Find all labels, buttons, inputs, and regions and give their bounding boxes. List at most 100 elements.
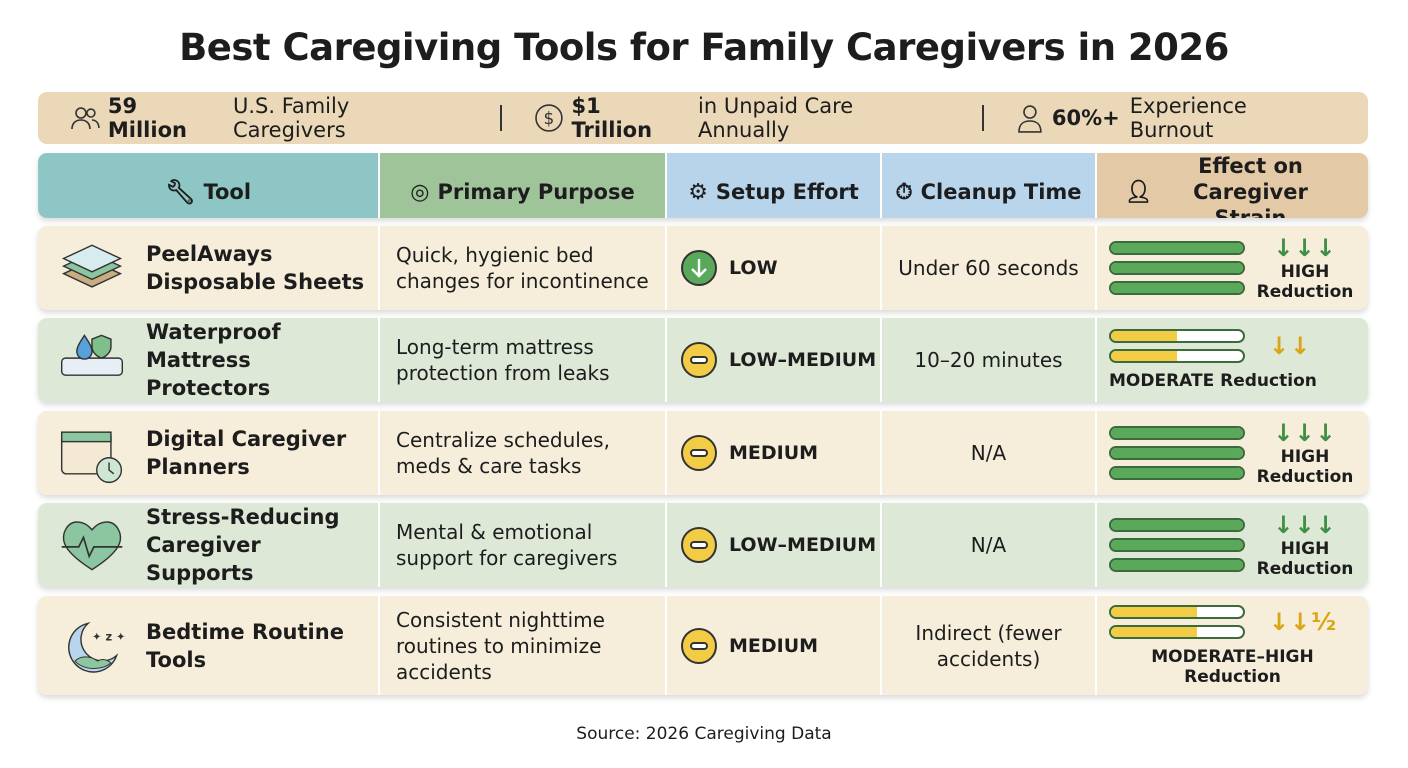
separator	[499, 105, 502, 131]
tool-name: Digital Caregiver Planners	[146, 427, 347, 479]
stat-value: $1 Trillion	[571, 94, 653, 142]
setup-level: MEDIUM	[729, 442, 819, 464]
strain-bar-fill	[1111, 283, 1243, 293]
setup-level: LOW	[729, 257, 778, 279]
table-row: Waterproof Mattress Protectors Long-term …	[38, 318, 1368, 402]
stat: $ $1 Trillion in Unpaid Care Annually	[502, 94, 982, 142]
strain-side: ↓↓↓ HIGH Reduction	[1255, 419, 1355, 487]
effort-badge	[681, 435, 717, 471]
stat-text: U.S. Family Caregivers	[232, 94, 350, 142]
strain-wrap: ↓↓↓ HIGH Reduction	[1109, 419, 1355, 487]
strain-arrows: ↓↓	[1269, 332, 1312, 360]
strain-bar	[1109, 241, 1245, 255]
header-text: Tool	[203, 180, 252, 204]
tool-icon	[60, 334, 124, 376]
tool-name: Bedtime Routine Tools	[146, 619, 344, 672]
strain-bar	[1109, 604, 1245, 619]
purpose-cell: Mental & emotional support for caregiver…	[380, 503, 667, 587]
person-icon	[1018, 105, 1042, 133]
strain-bars	[1109, 241, 1245, 295]
strain-arrows: ↓↓½	[1269, 607, 1338, 636]
header-text: Setup Effort	[715, 180, 859, 204]
strain-bar-fill	[1111, 243, 1243, 253]
tool-icon	[60, 431, 123, 484]
tool-name: PeelAways Disposable Sheets	[146, 242, 365, 294]
strain-bar	[1109, 426, 1245, 440]
header-cell: ⚙︎ Setup Effort	[667, 153, 882, 218]
strain-top: ↓↓↓ HIGH Reduction	[1109, 419, 1355, 487]
cleanup-cell: N/A	[882, 503, 1097, 587]
effort-badge	[681, 627, 717, 664]
setup-cell: LOW–MEDIUM	[667, 503, 882, 587]
table-row: Stress-Reducing Caregiver Supports Mental…	[38, 503, 1368, 587]
table-row: Digital Caregiver Planners Centralize sch…	[38, 411, 1368, 495]
strain-bar	[1109, 349, 1245, 363]
table-row: PeelAways Disposable Sheets Quick, hygien…	[38, 226, 1368, 310]
header-cell: 👤︎ Effect on Caregiver Strain	[1097, 153, 1368, 218]
purpose-cell: Quick, hygienic bed changes for incontin…	[380, 226, 667, 310]
strain-bar-fill	[1111, 520, 1243, 530]
cleanup-cell: Under 60 seconds	[882, 226, 1097, 310]
strain-bar-fill	[1111, 468, 1243, 478]
strain-wrap: ↓↓↓ HIGH Reduction	[1109, 234, 1355, 302]
header-text: Effect on Caregiver Strain	[1193, 154, 1308, 218]
strain-side: ↓↓↓ HIGH Reduction	[1255, 511, 1355, 579]
stat: 59 Million U.S. Family Caregivers	[38, 94, 500, 142]
setup-cell: LOW	[667, 226, 882, 310]
header-cell: ⏱︎ Cleanup Time	[882, 153, 1097, 218]
stats-bar: 59 Million U.S. Family Caregivers $ $1 Tri…	[38, 92, 1368, 144]
table-row: ✦ z ✦ Bedtime Routine Tools Consistent nig…	[38, 596, 1368, 695]
tool-cell: Stress-Reducing Caregiver Supports	[38, 503, 380, 587]
strain-bars	[1109, 604, 1245, 639]
header-text: Primary Purpose	[437, 180, 635, 204]
stat-value: 60%+	[1051, 106, 1120, 130]
svg-text:$: $	[543, 108, 554, 128]
setup-cell: LOW–MEDIUM	[667, 318, 882, 402]
purpose-cell: Long-term mattress protection from leaks	[380, 318, 667, 402]
strain-bar-fill	[1111, 448, 1243, 458]
strain-bar	[1109, 446, 1245, 460]
purpose-cell: Centralize schedules, meds & care tasks	[380, 411, 667, 495]
tool-cell: ✦ z ✦ Bedtime Routine Tools	[38, 596, 380, 695]
strain-label: MODERATE–HIGH Reduction	[1151, 646, 1314, 687]
cleanup-cell: 10–20 minutes	[882, 318, 1097, 402]
tool-icon	[61, 521, 123, 571]
stat-text: Experience Burnout	[1129, 94, 1247, 142]
strain-bar	[1109, 538, 1245, 552]
setup-cell: MEDIUM	[667, 596, 882, 695]
tool-icon: ✦ z ✦	[68, 621, 126, 673]
header-cell: 🔧︎ Tool	[38, 153, 380, 218]
setup-cell: MEDIUM	[667, 411, 882, 495]
effort-badge	[681, 342, 717, 378]
cleanup-cell: N/A	[882, 411, 1097, 495]
strain-bar-fill	[1111, 351, 1177, 361]
setup-level: LOW–MEDIUM	[729, 534, 877, 556]
strain-bars	[1109, 518, 1245, 572]
stat-value: 59 Million	[107, 94, 187, 142]
strain-bar-fill	[1111, 331, 1177, 341]
strain-cell: ↓↓↓ HIGH Reduction	[1097, 503, 1368, 587]
strain-wrap: ↓↓ MODERATE Reduction	[1109, 329, 1317, 391]
tool-icon	[61, 244, 123, 288]
header-text: Cleanup Time	[920, 180, 1082, 204]
strain-cell: ↓↓↓ HIGH Reduction	[1097, 411, 1368, 495]
setup-level: LOW–MEDIUM	[729, 349, 877, 371]
tool-cell: PeelAways Disposable Sheets	[38, 226, 380, 310]
strain-bars	[1109, 426, 1245, 480]
strain-cell: ↓↓↓ HIGH Reduction	[1097, 226, 1368, 310]
strain-bar	[1109, 466, 1245, 480]
header-cell: ◎ Primary Purpose	[380, 153, 667, 218]
cleanup-cell: Indirect (fewer accidents)	[882, 596, 1097, 695]
title: Best Caregiving Tools for Family Caregiv…	[179, 26, 1229, 69]
tool-name: Stress-Reducing Caregiver Supports	[146, 505, 340, 585]
strain-bar	[1109, 261, 1245, 275]
strain-bar-fill	[1111, 540, 1243, 550]
header-row: 🔧︎ Tool ◎ Primary Purpose ⚙︎ Setup Effort ⏱…	[38, 153, 1368, 218]
strain-arrows: ↓↓↓	[1273, 234, 1337, 262]
effort-badge	[681, 250, 717, 286]
strain-label: HIGH Reduction	[1256, 262, 1354, 302]
strain-wrap: ↓↓↓ HIGH Reduction	[1109, 511, 1355, 579]
effort-badge	[681, 527, 717, 563]
